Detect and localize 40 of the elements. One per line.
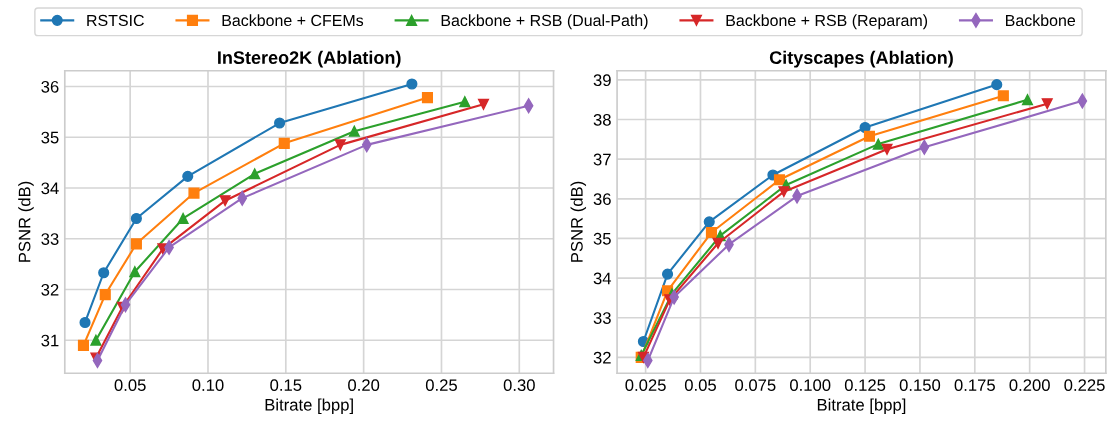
y-tick-label: 35 [593,232,611,245]
y-tick-label: 38 [593,113,611,126]
x-tick-label: 0.05 [684,379,716,392]
y-tick-label: 33 [41,233,59,245]
legend-label: RSTSIC [87,14,144,27]
x-tick-label: 0.075 [735,379,776,392]
y-tick-label: 32 [41,283,59,296]
x-tick-label: 0.15 [270,379,302,392]
x-axis-title: Bitrate [bpp] [265,398,353,415]
x-tick-label: 0.20 [348,379,380,392]
y-axis-title: PSNR (dB) [18,181,34,262]
legend-label: Backbone [1006,14,1076,27]
x-axis-title: Bitrate [bpp] [817,398,906,415]
y-tick-label: 34 [41,182,59,195]
y-tick-label: 36 [41,80,59,93]
y-axis-title: PSNR (dB) [570,181,587,262]
x-tick-label: 0.175 [954,379,995,392]
y-tick-label: 33 [593,312,611,324]
y-tick-label: 32 [593,351,611,364]
x-tick-label: 0.10 [192,379,224,392]
y-tick-label: 31 [41,334,59,347]
y-tick-label: 39 [593,74,611,87]
x-tick-label: 0.125 [844,379,886,392]
x-tick-label: 0.25 [425,379,457,392]
x-tick-label: 0.100 [790,379,831,392]
x-tick-label: 0.200 [1009,379,1050,392]
x-tick-label: 0.05 [114,379,146,392]
y-tick-label: 35 [41,131,59,144]
y-tick-label: 34 [593,272,612,285]
x-tick-label: 0.150 [899,379,941,392]
y-tick-label: 36 [593,193,611,206]
legend-label: Backbone + RSB (Reparam) [726,14,928,30]
chart-title: Cityscapes (Ablation) [769,50,953,68]
x-tick-label: 0.225 [1064,379,1105,392]
y-tick-label: 37 [593,153,611,166]
legend-label: Backbone + CFEMs [222,14,364,27]
legend-label: Backbone + RSB (Dual-Path) [441,14,648,30]
chart-title: InStereo2K (Ablation) [218,50,401,68]
x-tick-label: 0.30 [503,379,535,392]
x-tick-label: 0.025 [625,379,666,392]
